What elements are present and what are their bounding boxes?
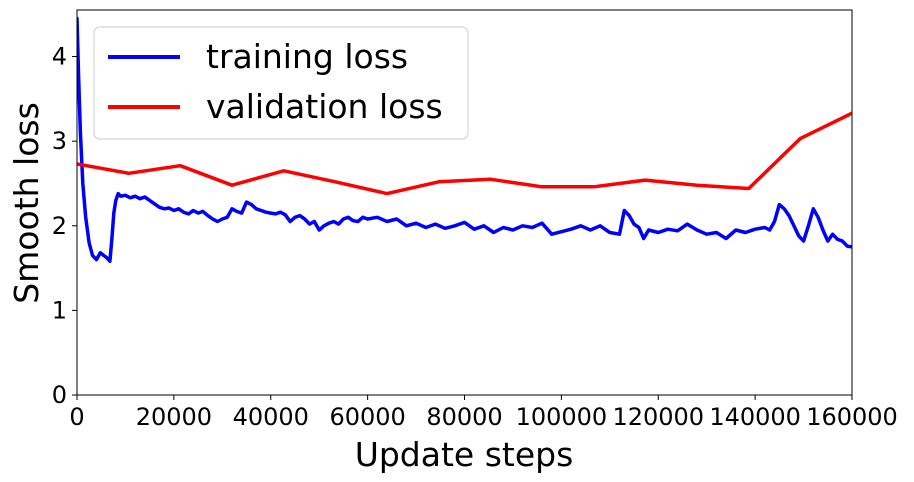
legend: training loss validation loss — [93, 26, 469, 140]
y-axis-ticks: 0 1 2 3 4 — [52, 43, 77, 409]
series-line-validation-loss — [77, 111, 852, 196]
x-tick-label: 140000 — [709, 403, 801, 431]
x-tick-label: 120000 — [612, 403, 704, 431]
x-tick-label: 80000 — [426, 403, 502, 431]
y-tick-label: 3 — [52, 127, 67, 155]
x-tick-label: 20000 — [136, 403, 212, 431]
legend-label: validation loss — [206, 87, 443, 126]
y-tick-label: 2 — [52, 212, 67, 240]
x-tick-label: 100000 — [516, 403, 608, 431]
legend-box — [93, 26, 469, 140]
y-axis-title: Smooth loss — [7, 102, 46, 304]
y-tick-label: 4 — [52, 43, 67, 71]
x-tick-label: 60000 — [329, 403, 405, 431]
series-line-training-loss — [77, 16, 852, 264]
x-axis-title: Update steps — [355, 435, 574, 474]
x-tick-label: 40000 — [233, 403, 309, 431]
x-tick-label: 160000 — [806, 403, 898, 431]
x-axis-ticks: 0 20000 40000 60000 80000 100000 120000 140000 1… — [69, 395, 898, 431]
y-tick-label: 0 — [52, 381, 67, 409]
y-tick-label: 1 — [52, 296, 67, 324]
x-tick-label: 0 — [69, 403, 84, 431]
legend-label: training loss — [206, 37, 408, 76]
